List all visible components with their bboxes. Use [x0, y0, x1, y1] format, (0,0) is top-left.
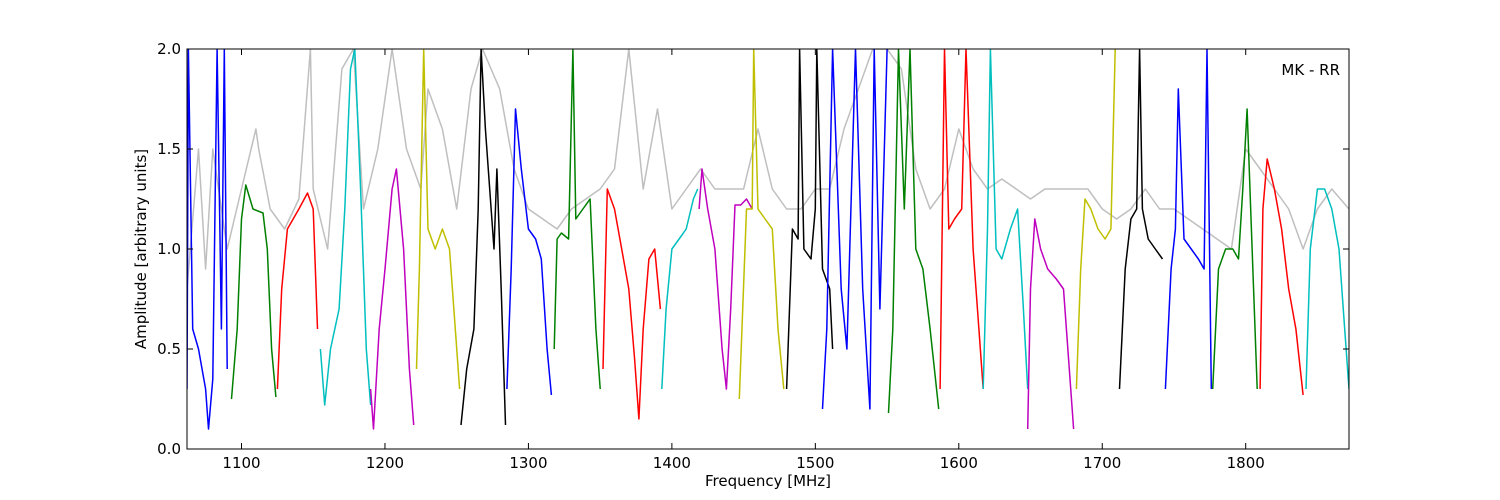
series-line — [230, 184, 277, 400]
x-tick-label: 1200 — [366, 454, 404, 472]
plot-area — [187, 49, 1349, 449]
y-axis-label: Amplitude [arbitrary units] — [132, 149, 150, 349]
series-line — [319, 49, 372, 406]
series-line — [1026, 218, 1075, 430]
x-axis-label: Frequency [MHz] — [705, 472, 831, 490]
series-layer — [187, 49, 1349, 430]
series-line — [1075, 49, 1116, 390]
y-tick-label: 0.0 — [157, 440, 181, 458]
series-line — [1164, 49, 1213, 390]
series-line — [738, 49, 785, 400]
y-tick-label: 1.5 — [157, 140, 181, 158]
series-line — [553, 49, 601, 390]
series-line — [1259, 158, 1304, 396]
x-tick-label: 1400 — [653, 454, 691, 472]
x-tick-label: 1800 — [1227, 454, 1265, 472]
series-line — [506, 108, 553, 396]
series-line — [415, 49, 461, 390]
series-line — [187, 49, 1349, 290]
x-tick-label: 1300 — [509, 454, 547, 472]
series-line — [602, 188, 662, 420]
y-tick-label: 1.0 — [157, 240, 181, 258]
series-line — [187, 49, 228, 430]
series-line — [785, 49, 834, 390]
series-line — [661, 188, 699, 390]
series-line — [821, 49, 888, 410]
y-tick-label: 0.5 — [157, 340, 181, 358]
series-line — [276, 192, 319, 390]
series-line — [1118, 49, 1164, 390]
series-line — [460, 49, 507, 426]
series-line — [369, 168, 415, 430]
x-tick-label: 1500 — [796, 454, 834, 472]
series-line — [1305, 188, 1349, 390]
series-line — [939, 49, 984, 390]
series-line — [1211, 108, 1258, 390]
x-tick-label: 1100 — [222, 454, 260, 472]
series-line — [887, 49, 940, 414]
y-tick-label: 2.0 — [157, 40, 181, 58]
annotation: MK - RR — [1281, 61, 1340, 79]
x-tick-label: 1700 — [1083, 454, 1121, 472]
series-line — [698, 168, 753, 390]
series-line — [982, 49, 1029, 390]
x-tick-label: 1600 — [940, 454, 978, 472]
